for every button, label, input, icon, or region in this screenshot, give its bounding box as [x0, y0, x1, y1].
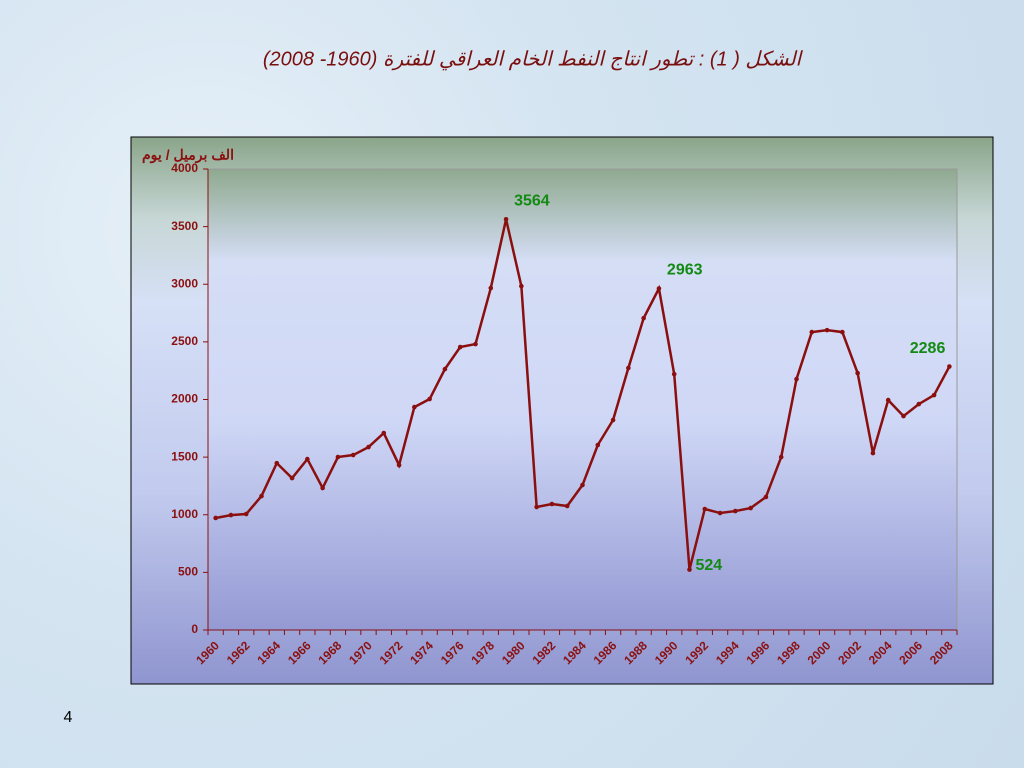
data-point	[885, 397, 891, 403]
data-point	[763, 494, 769, 500]
data-point	[947, 364, 952, 369]
data-point	[289, 475, 295, 481]
data-point	[656, 286, 662, 291]
data-point	[442, 366, 448, 372]
data-point	[549, 501, 555, 507]
data-point	[626, 365, 631, 371]
y-axis-label: الف برميل / يوم	[142, 147, 234, 164]
y-tick-label: 4000	[171, 161, 198, 175]
data-point	[824, 327, 830, 333]
y-tick-label: 2500	[171, 334, 198, 348]
data-point	[671, 371, 677, 377]
data-point	[213, 515, 218, 521]
data-point	[350, 452, 356, 458]
data-point	[931, 392, 937, 398]
data-point	[243, 511, 249, 517]
data-point	[488, 285, 494, 291]
data-point	[748, 505, 753, 511]
data-point	[610, 417, 616, 423]
data-point	[870, 450, 876, 456]
data-point	[320, 485, 325, 491]
data-point	[641, 315, 646, 321]
data-point	[335, 454, 341, 460]
data-point	[534, 504, 539, 510]
data-point	[274, 460, 280, 466]
data-point	[503, 216, 509, 222]
data-point	[305, 456, 310, 462]
data-point	[396, 462, 402, 468]
y-tick-label: 500	[178, 565, 198, 579]
data-point	[840, 329, 845, 335]
data-point	[687, 567, 692, 572]
data-point	[228, 512, 234, 518]
data-point	[412, 404, 417, 410]
data-point	[901, 413, 906, 419]
data-label: 2963	[667, 262, 703, 279]
data-point	[564, 503, 570, 509]
data-point	[794, 376, 799, 382]
data-point	[473, 341, 478, 347]
data-point	[809, 329, 815, 335]
data-point	[702, 506, 708, 512]
data-point	[595, 442, 601, 448]
page-number: 4	[64, 709, 73, 726]
y-tick-label: 0	[191, 622, 198, 636]
data-point	[778, 454, 784, 460]
y-tick-label: 2000	[171, 392, 198, 406]
data-label: 524	[696, 557, 723, 574]
data-point	[259, 493, 264, 499]
data-point	[427, 396, 432, 402]
y-tick-label: 1500	[171, 449, 198, 463]
data-point	[519, 283, 524, 289]
data-point	[366, 444, 371, 450]
data-label: 2286	[910, 340, 946, 357]
data-point	[855, 370, 860, 376]
data-point	[916, 401, 922, 407]
y-tick-label: 1000	[171, 507, 198, 521]
plot-area	[207, 168, 958, 631]
data-point	[457, 344, 463, 350]
data-point	[381, 430, 387, 436]
y-tick-label: 3000	[171, 276, 198, 290]
data-point	[580, 482, 585, 488]
y-tick-label: 3500	[171, 219, 198, 233]
chart-title: الشكل ( 1) : تطور انتاج النفط الخام العر…	[263, 48, 804, 70]
data-point	[717, 510, 723, 516]
data-point	[733, 508, 738, 514]
data-label: 3564	[514, 192, 550, 209]
